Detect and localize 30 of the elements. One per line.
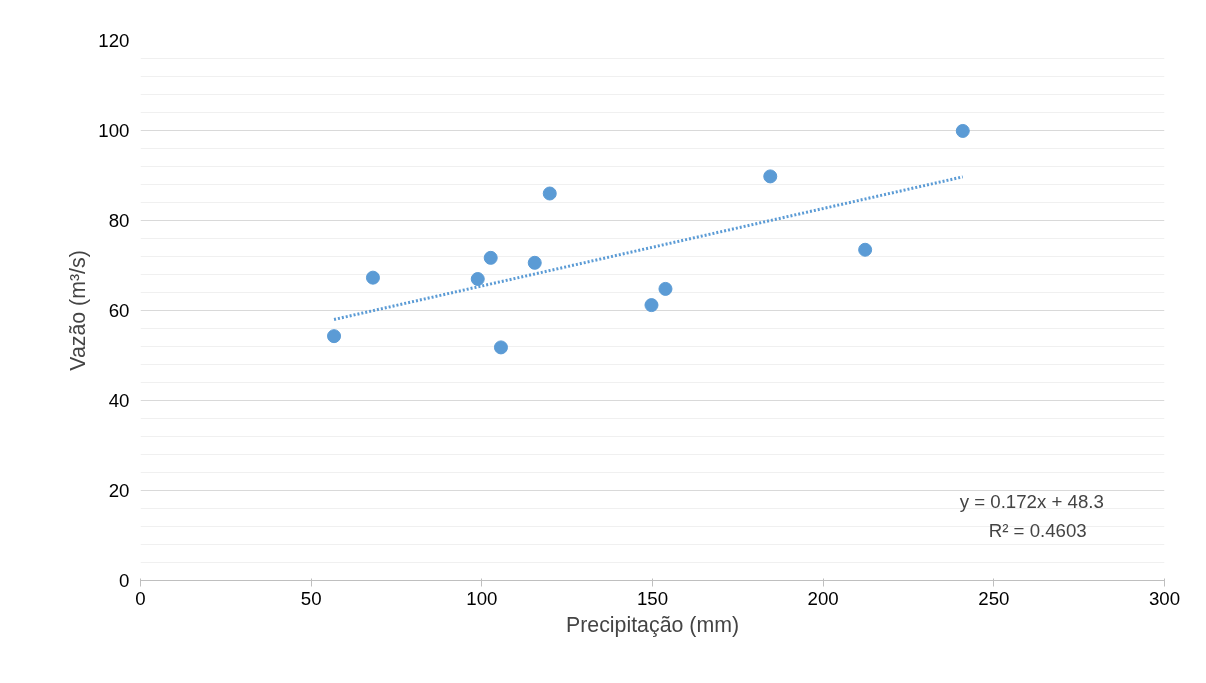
x-tick-label: 250 [978,587,1010,609]
x-tick-label: 100 [466,587,498,609]
y-tick-label: 60 [108,300,130,321]
y-tick-label: 0 [119,570,130,591]
point [483,250,498,265]
x-tick-label: 0 [135,587,146,609]
point [763,169,778,184]
y-tick-label: 120 [98,30,130,51]
y-tick-label: 80 [108,210,130,231]
point [365,270,380,285]
x-tick-label: 200 [807,587,839,609]
point [542,186,557,201]
x-tick-label: 300 [1148,587,1181,609]
annotation: y = 0.172x + 48.3 [959,491,1104,513]
y-axis-title: Vazão (m³/s) [66,250,91,371]
point [327,329,342,344]
x-tick-label: 50 [300,587,322,609]
point [470,272,485,286]
x-tick-label: 150 [636,587,669,609]
point [493,340,508,355]
point [644,298,659,313]
y-tick-label: 40 [108,390,130,411]
annotation: R² = 0.4603 [988,519,1087,541]
y-tick-label: 100 [98,120,130,141]
point [658,281,673,296]
point [955,123,970,138]
point [858,242,873,257]
x-axis-title: Precipitação (mm) [565,612,740,637]
point [527,255,542,270]
y-tick-label: 20 [108,480,130,501]
